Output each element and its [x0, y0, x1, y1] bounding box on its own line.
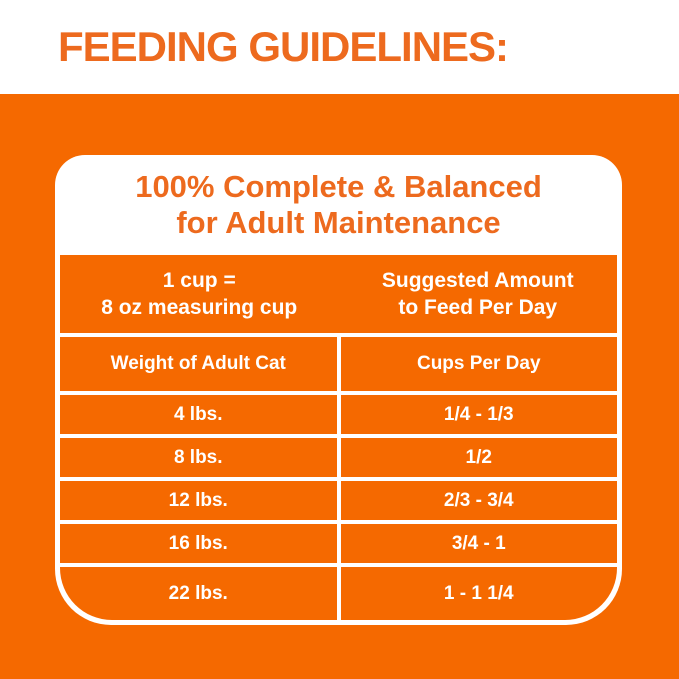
table-row-cups: 1 - 1 1/4 [340, 567, 617, 620]
card-title-line2: for Adult Maintenance [176, 205, 501, 240]
cup-measure-note-line1: 1 cup = [162, 268, 236, 292]
suggested-amount-note-line1: Suggested Amount [381, 268, 574, 292]
page-title: FEEDING GUIDELINES: [58, 23, 509, 70]
cup-measure-note-line2: 8 oz measuring cup [101, 296, 298, 319]
column-header-weight: Weight of Adult Cat [60, 337, 337, 391]
orange-background: 100% Complete & Balanced for Adult Maint… [0, 94, 679, 679]
table-header-band: 1 cup = 8 oz measuring cup Suggested Amo… [60, 255, 617, 333]
table-row-weight: 8 lbs. [60, 438, 337, 477]
table-row-weight: 4 lbs. [60, 395, 337, 434]
table-row-cups: 2/3 - 3/4 [340, 481, 617, 520]
feeding-table: 1 cup = 8 oz measuring cup Suggested Amo… [55, 255, 622, 625]
page-header: FEEDING GUIDELINES: [0, 0, 679, 94]
table-row-cups: 1/4 - 1/3 [340, 395, 617, 434]
suggested-amount-note: Suggested Amount to Feed Per Day [339, 255, 618, 333]
card-title: 100% Complete & Balanced for Adult Maint… [55, 155, 622, 255]
table-row-cups: 1/2 [340, 438, 617, 477]
feeding-guidelines-card: 100% Complete & Balanced for Adult Maint… [55, 155, 622, 625]
table-row-cups: 3/4 - 1 [340, 524, 617, 563]
suggested-amount-note-line2: to Feed Per Day [398, 296, 558, 319]
cup-measure-note: 1 cup = 8 oz measuring cup [60, 255, 339, 333]
table-row-weight: 22 lbs. [60, 567, 337, 620]
feeding-table-grid: 1 cup = 8 oz measuring cup Suggested Amo… [60, 255, 617, 620]
card-title-line1: 100% Complete & Balanced [135, 169, 542, 205]
table-row-weight: 16 lbs. [60, 524, 337, 563]
column-header-cups: Cups Per Day [340, 337, 617, 391]
table-row-weight: 12 lbs. [60, 481, 337, 520]
